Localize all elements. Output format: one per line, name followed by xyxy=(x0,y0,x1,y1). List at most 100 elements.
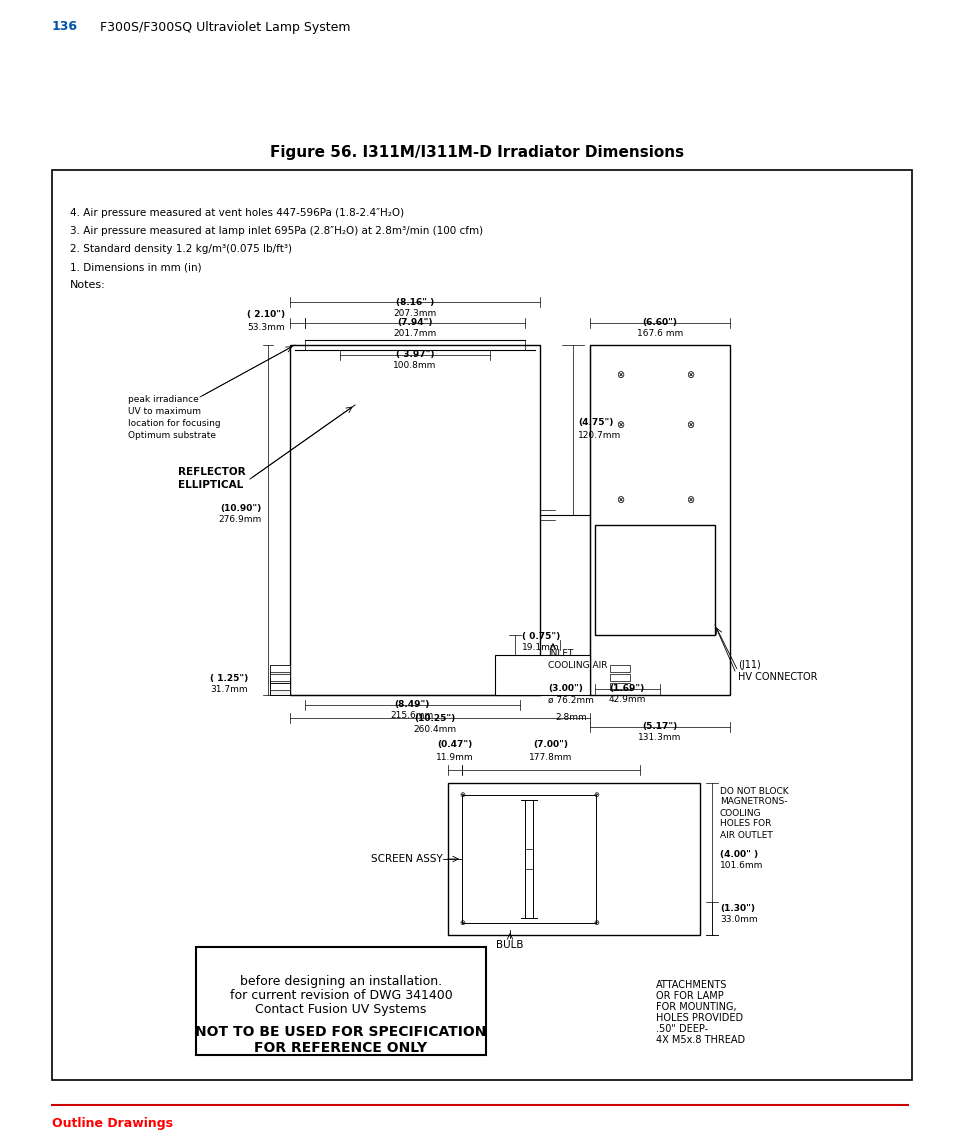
Text: before designing an installation.: before designing an installation. xyxy=(240,976,441,988)
Text: 177.8mm: 177.8mm xyxy=(529,752,572,761)
Bar xyxy=(270,684,290,690)
Text: ( 3.97"): ( 3.97") xyxy=(395,349,434,358)
Bar xyxy=(195,947,485,1055)
Text: (10.25"): (10.25") xyxy=(414,713,456,722)
Text: 215.6mm: 215.6mm xyxy=(390,711,434,720)
Text: COOLING AIR: COOLING AIR xyxy=(547,661,607,670)
Text: ⊗: ⊗ xyxy=(616,495,623,505)
Text: Contact Fusion UV Systems: Contact Fusion UV Systems xyxy=(255,1003,426,1016)
Text: 131.3mm: 131.3mm xyxy=(638,734,681,742)
Bar xyxy=(270,665,290,695)
Text: (5.17"): (5.17") xyxy=(641,722,677,732)
Text: (6.60"): (6.60") xyxy=(641,318,677,327)
Circle shape xyxy=(408,360,421,374)
Text: 207.3mm: 207.3mm xyxy=(393,308,436,317)
Text: INLET: INLET xyxy=(547,649,573,658)
Text: ⊗: ⊗ xyxy=(685,495,694,505)
Text: MAGNETRONS-: MAGNETRONS- xyxy=(720,798,786,806)
Text: 2. Standard density 1.2 kg/m³(0.075 lb/ft³): 2. Standard density 1.2 kg/m³(0.075 lb/f… xyxy=(70,244,292,254)
Bar xyxy=(461,795,596,923)
Bar xyxy=(589,345,729,695)
Text: for current revision of DWG 341400: for current revision of DWG 341400 xyxy=(230,989,452,1002)
Text: AIR OUTLET: AIR OUTLET xyxy=(720,830,772,839)
Text: (7.00"): (7.00") xyxy=(533,741,568,750)
Text: 100.8mm: 100.8mm xyxy=(393,362,436,371)
Bar xyxy=(495,655,589,695)
Text: 11.9mm: 11.9mm xyxy=(436,752,474,761)
Text: HV CONNECTOR: HV CONNECTOR xyxy=(738,672,817,682)
Text: 167.6 mm: 167.6 mm xyxy=(637,330,682,339)
Bar xyxy=(270,665,290,672)
Text: 19.1mm: 19.1mm xyxy=(521,643,559,653)
Text: ⊗: ⊗ xyxy=(685,370,694,380)
Text: FOR MOUNTING,: FOR MOUNTING, xyxy=(656,1002,736,1012)
Text: (7.94"): (7.94") xyxy=(396,318,433,327)
Text: UV to maximum: UV to maximum xyxy=(128,406,201,416)
Text: ⊕: ⊕ xyxy=(458,792,464,798)
Text: (3.00"): (3.00") xyxy=(547,685,582,694)
Text: Outline Drawings: Outline Drawings xyxy=(52,1118,172,1130)
Text: ⊕: ⊕ xyxy=(593,919,598,926)
Text: F300S/F300SQ Ultraviolet Lamp System: F300S/F300SQ Ultraviolet Lamp System xyxy=(100,21,350,33)
Bar xyxy=(595,526,714,635)
Text: Optimum substrate: Optimum substrate xyxy=(128,431,215,440)
Text: ⊗: ⊗ xyxy=(616,370,623,380)
Text: 3. Air pressure measured at lamp inlet 695Pa (2.8″H₂O) at 2.8m³/min (100 cfm): 3. Air pressure measured at lamp inlet 6… xyxy=(70,226,482,236)
Text: ( 1.25"): ( 1.25") xyxy=(210,674,248,684)
Bar xyxy=(609,665,629,672)
Text: (10.90"): (10.90") xyxy=(220,504,262,513)
Bar xyxy=(539,665,589,695)
Text: 42.9mm: 42.9mm xyxy=(608,695,645,704)
Bar xyxy=(609,674,629,681)
Text: Notes:: Notes: xyxy=(70,281,106,290)
Text: ( 0.75"): ( 0.75") xyxy=(521,632,559,641)
Text: 1. Dimensions in mm (in): 1. Dimensions in mm (in) xyxy=(70,262,201,273)
Bar xyxy=(52,169,911,1080)
Text: 260.4mm: 260.4mm xyxy=(413,725,456,734)
Text: ⊕: ⊕ xyxy=(458,919,464,926)
Text: 136: 136 xyxy=(52,21,78,33)
Text: (4.00" ): (4.00" ) xyxy=(720,850,758,859)
Bar xyxy=(448,783,700,935)
Text: SCREEN ASSY: SCREEN ASSY xyxy=(371,854,442,864)
Text: 120.7mm: 120.7mm xyxy=(578,431,620,440)
Text: .50" DEEP-: .50" DEEP- xyxy=(656,1024,707,1034)
Text: Figure 56. I311M/I311M-D Irradiator Dimensions: Figure 56. I311M/I311M-D Irradiator Dime… xyxy=(270,144,683,159)
Text: FOR REFERENCE ONLY: FOR REFERENCE ONLY xyxy=(254,1041,427,1055)
Text: 4X M5x.8 THREAD: 4X M5x.8 THREAD xyxy=(656,1035,744,1045)
Text: COOLING: COOLING xyxy=(720,808,760,818)
Text: ⊗: ⊗ xyxy=(616,420,623,431)
Text: (8.16" ): (8.16" ) xyxy=(395,298,434,307)
Text: (4.75"): (4.75") xyxy=(578,419,613,427)
Text: 2.8mm: 2.8mm xyxy=(555,713,586,722)
Text: (0.47"): (0.47") xyxy=(436,741,472,750)
Text: BULB: BULB xyxy=(496,940,523,950)
Text: 31.7mm: 31.7mm xyxy=(211,686,248,695)
Text: OR FOR LAMP: OR FOR LAMP xyxy=(656,992,723,1001)
Text: 33.0mm: 33.0mm xyxy=(720,916,757,924)
Text: HOLES FOR: HOLES FOR xyxy=(720,820,771,829)
Text: (1.30"): (1.30") xyxy=(720,905,754,914)
Text: REFLECTOR: REFLECTOR xyxy=(178,467,245,477)
Text: 101.6mm: 101.6mm xyxy=(720,861,762,869)
Text: ELLIPTICAL: ELLIPTICAL xyxy=(178,480,243,490)
Text: ⊕: ⊕ xyxy=(593,792,598,798)
Text: 276.9mm: 276.9mm xyxy=(218,515,262,524)
Text: (8.49"): (8.49") xyxy=(394,701,429,710)
Text: 53.3mm: 53.3mm xyxy=(247,323,285,332)
Text: ( 2.10"): ( 2.10") xyxy=(247,310,285,319)
Bar xyxy=(290,345,539,695)
Text: 4. Air pressure measured at vent holes 447-596Pa (1.8-2.4″H₂O): 4. Air pressure measured at vent holes 4… xyxy=(70,208,404,218)
Text: NOT TO BE USED FOR SPECIFICATION: NOT TO BE USED FOR SPECIFICATION xyxy=(195,1025,486,1039)
Text: HOLES PROVIDED: HOLES PROVIDED xyxy=(656,1013,742,1022)
Text: 201.7mm: 201.7mm xyxy=(393,330,436,339)
Text: DO NOT BLOCK: DO NOT BLOCK xyxy=(720,787,788,796)
Bar xyxy=(270,674,290,681)
Text: ø 76.2mm: ø 76.2mm xyxy=(547,695,594,704)
Text: ATTACHMENTS: ATTACHMENTS xyxy=(656,980,726,990)
Text: peak irradiance: peak irradiance xyxy=(128,395,198,403)
Text: (1.69"): (1.69") xyxy=(609,685,644,694)
Text: (J11): (J11) xyxy=(738,660,760,670)
Text: location for focusing: location for focusing xyxy=(128,419,220,427)
Bar xyxy=(609,684,629,690)
